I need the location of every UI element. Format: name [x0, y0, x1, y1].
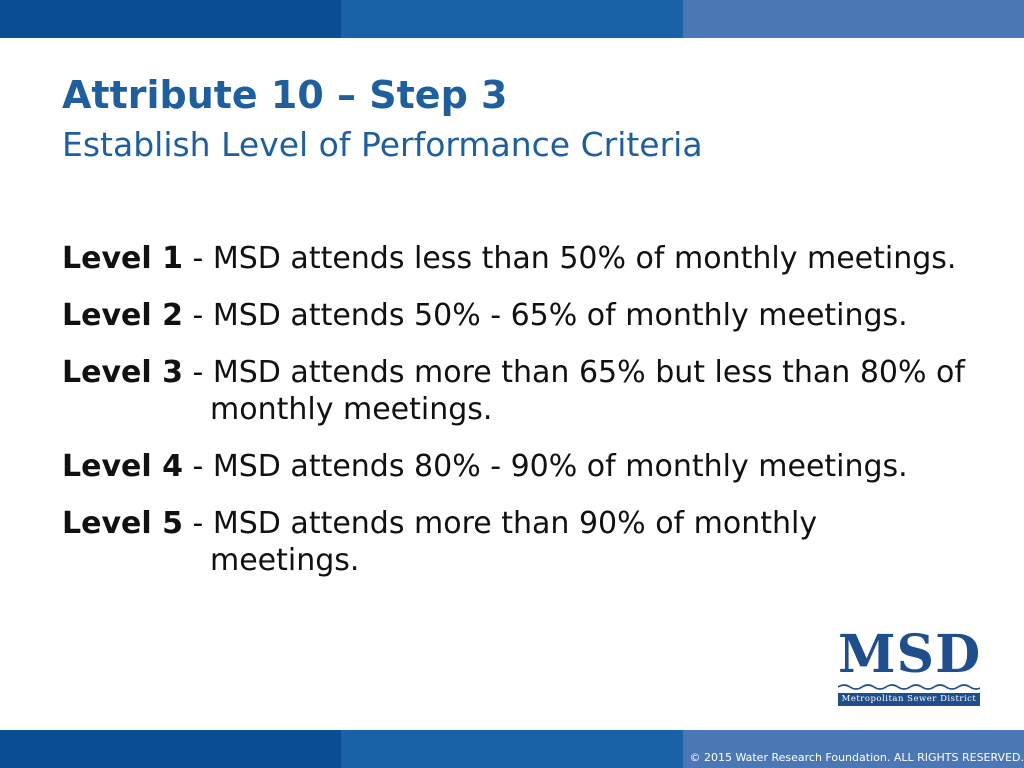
level-description: - MSD attends more than 90% of monthly m… [182, 506, 818, 578]
level-description: - MSD attends 50% - 65% of monthly meeti… [182, 298, 908, 333]
level-label: Level 2 [62, 298, 183, 333]
level-label: Level 4 [62, 449, 183, 484]
copyright-notice: © 2015 Water Research Foundation. ALL RI… [689, 751, 1024, 764]
slide-subtitle: Establish Level of Performance Criteria [62, 125, 703, 164]
slide-title: Attribute 10 – Step 3 [62, 73, 508, 117]
level-item-4: Level 4 - MSD attends 80% - 90% of month… [62, 448, 972, 485]
level-item-5: Level 5 - MSD attends more than 90% of m… [62, 505, 972, 579]
level-description: - MSD attends 80% - 90% of monthly meeti… [182, 449, 908, 484]
top-band-segment-mid [341, 0, 683, 38]
bottom-band-segment-mid [341, 730, 683, 768]
level-label: Level 3 [62, 355, 183, 390]
level-criteria-list: Level 1 - MSD attends less than 50% of m… [62, 240, 972, 599]
wave-icon [838, 684, 980, 690]
level-item-1: Level 1 - MSD attends less than 50% of m… [62, 240, 972, 277]
level-item-2: Level 2 - MSD attends 50% - 65% of month… [62, 297, 972, 334]
level-label: Level 5 [62, 506, 183, 541]
top-color-band [0, 0, 1024, 38]
level-description: - MSD attends more than 65% but less tha… [182, 355, 965, 427]
logo-wordmark: MSD [838, 624, 982, 685]
logo-subtitle: Metropolitan Sewer District [838, 693, 980, 706]
level-item-3: Level 3 - MSD attends more than 65% but … [62, 354, 972, 428]
top-band-segment-dark [0, 0, 341, 38]
bottom-band-segment-light [683, 730, 1024, 768]
level-description: - MSD attends less than 50% of monthly m… [182, 241, 957, 276]
level-label: Level 1 [62, 241, 183, 276]
bottom-band-segment-dark [0, 730, 341, 768]
top-band-segment-light [683, 0, 1024, 38]
msd-logo: MSD Metropolitan Sewer District [838, 628, 980, 710]
bottom-color-band [0, 730, 1024, 768]
